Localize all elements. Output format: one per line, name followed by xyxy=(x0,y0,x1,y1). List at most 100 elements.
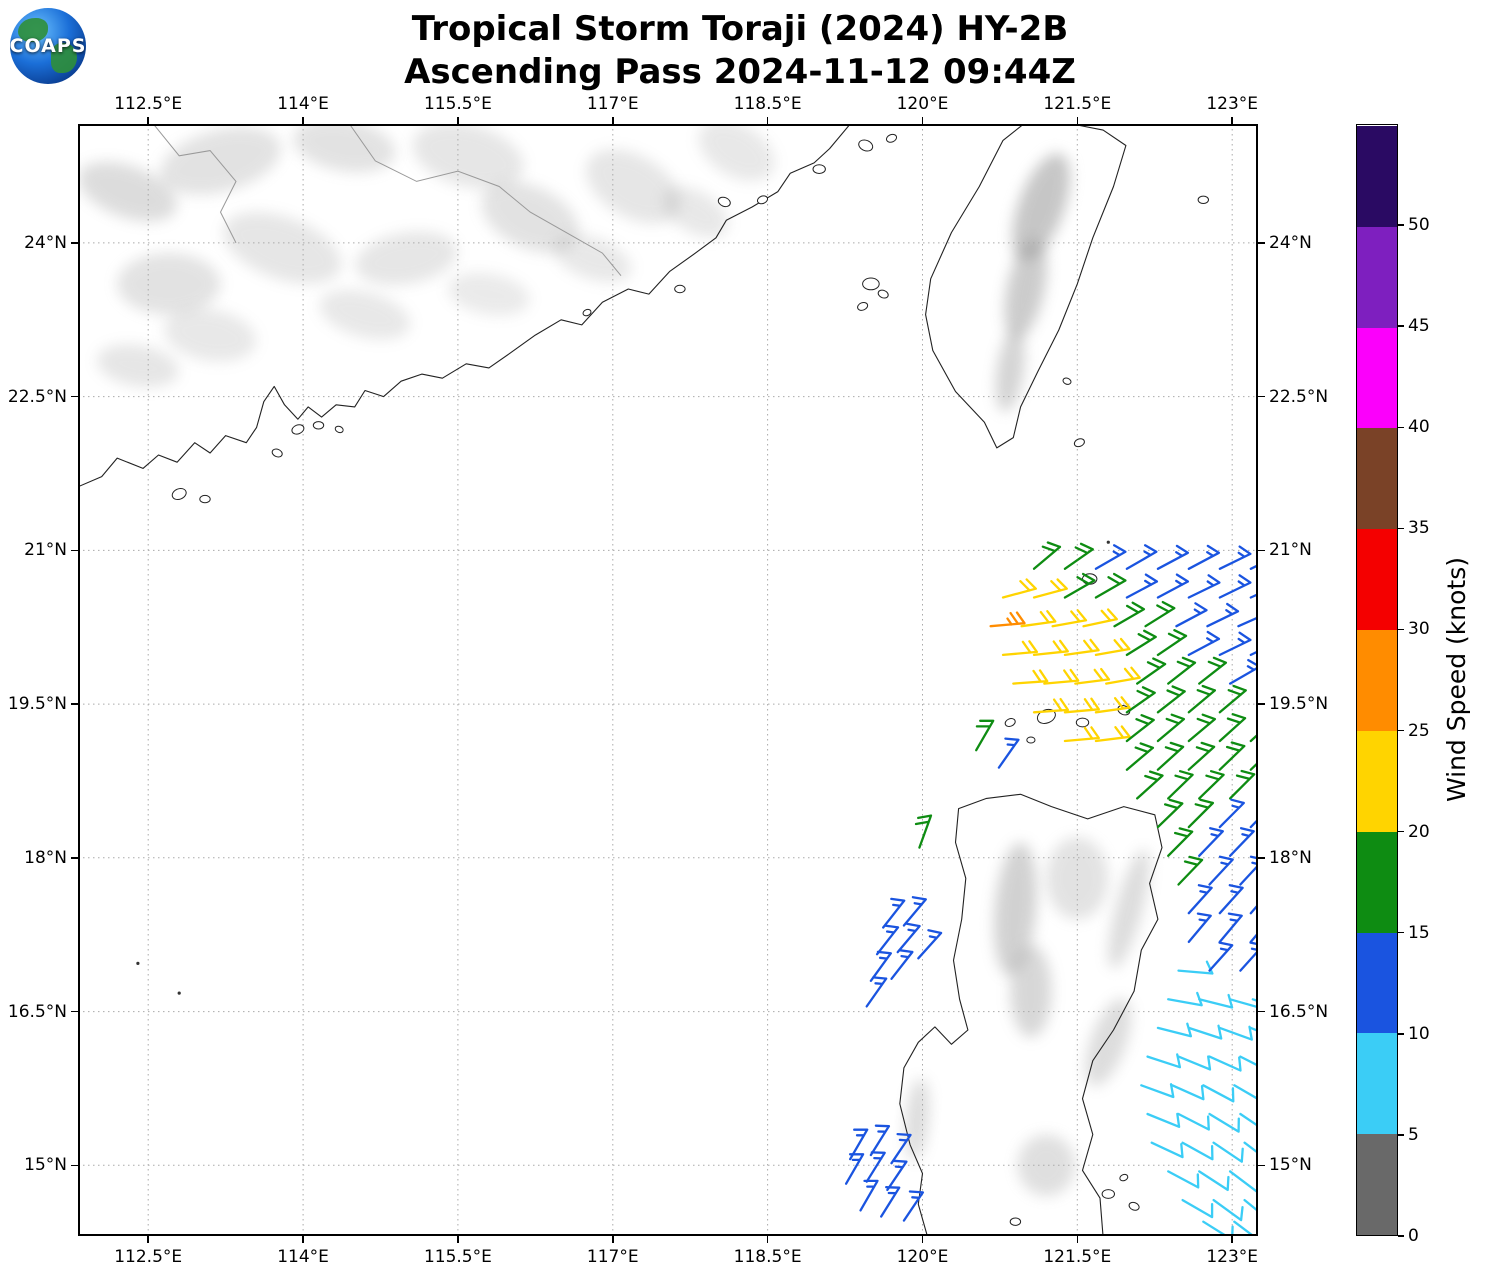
x-tick-mark xyxy=(612,117,614,124)
wind-barb xyxy=(1218,631,1252,657)
wind-barb xyxy=(865,1151,886,1183)
y-tick-label-left: 22.5°N xyxy=(7,386,67,407)
wind-barb xyxy=(1125,714,1155,743)
wind-barb xyxy=(1233,1220,1256,1236)
x-tick-label-bottom: 123°E xyxy=(1206,1247,1259,1264)
y-tick-mark xyxy=(1258,242,1265,244)
wind-barb xyxy=(886,1159,908,1192)
colorbar-tick-mark xyxy=(1398,1235,1404,1237)
x-tick-label-bottom: 115.5°E xyxy=(423,1247,492,1264)
y-tick-mark xyxy=(1258,395,1265,398)
colorbar-axis-label-wrap: Wind Speed (knots) xyxy=(1432,124,1480,1236)
small-island xyxy=(1101,1189,1116,1199)
wind-barb xyxy=(1198,827,1224,857)
y-tick-mark xyxy=(1258,1164,1265,1167)
wind-barb xyxy=(1208,1055,1242,1072)
small-island xyxy=(171,487,187,501)
terrain-shading xyxy=(1017,1134,1076,1196)
small-island xyxy=(582,308,592,317)
wind-barb xyxy=(1187,912,1212,944)
wind-barb xyxy=(1012,669,1049,685)
x-tick-mark xyxy=(921,117,924,124)
x-tick-label-bottom: 117°E xyxy=(586,1247,639,1264)
x-tick-mark xyxy=(1076,1236,1079,1243)
wind-barb xyxy=(902,1190,925,1222)
y-tick-label-right: 19.5°N xyxy=(1269,694,1329,715)
wind-barb xyxy=(1175,602,1208,628)
wind-barb xyxy=(1208,1112,1240,1133)
wind-barb xyxy=(1249,717,1258,743)
wind-barb xyxy=(1032,578,1068,599)
colorbar-tick-mark xyxy=(1398,527,1404,530)
small-island xyxy=(862,277,880,291)
y-tick-label-left: 18°N xyxy=(24,847,67,868)
small-island xyxy=(1026,736,1036,744)
wind-barb xyxy=(1156,713,1186,743)
colorbar-tick-label: 40 xyxy=(1408,417,1430,438)
terrain-shading xyxy=(97,344,179,388)
wind-barb xyxy=(1218,912,1243,944)
wind-barb xyxy=(1187,798,1215,829)
y-tick-mark xyxy=(1258,1010,1265,1013)
y-tick-label-right: 16.5°N xyxy=(1269,1001,1329,1022)
wind-barb xyxy=(1237,603,1258,628)
wind-barb xyxy=(1187,544,1221,570)
colorbar-tick-mark xyxy=(1398,1134,1404,1136)
x-tick-label-top: 123°E xyxy=(1206,94,1259,114)
terrain-shading xyxy=(905,1078,930,1161)
x-tick-mark xyxy=(1231,117,1233,124)
wind-barb xyxy=(1032,697,1070,714)
wind-barb xyxy=(1218,741,1246,771)
wind-barb xyxy=(1249,903,1258,915)
wind-barb xyxy=(1208,941,1234,972)
terrain-shading xyxy=(1012,153,1070,261)
x-tick-mark xyxy=(766,117,769,124)
wind-barb xyxy=(1125,686,1156,714)
terrain-shading xyxy=(1004,238,1047,340)
colorbar-tick-label: 35 xyxy=(1408,518,1430,539)
colorbar-tick-mark xyxy=(1398,325,1404,327)
wind-barb xyxy=(1228,827,1255,857)
wind-barb xyxy=(1218,884,1244,915)
x-tick-mark xyxy=(147,117,149,124)
small-island xyxy=(877,289,889,299)
terrain-shading xyxy=(995,330,1025,412)
colorbar-tick-mark xyxy=(1398,830,1404,833)
wind-barb xyxy=(896,922,921,954)
small-island xyxy=(312,421,325,430)
x-tick-mark xyxy=(457,117,459,124)
terrain-shading xyxy=(117,253,221,315)
colorbar-segment xyxy=(1357,831,1397,933)
colorbar-tick-label: 45 xyxy=(1408,316,1430,337)
terrain-shading xyxy=(355,231,458,286)
colorbar-tick-mark xyxy=(1398,426,1404,429)
wind-barb xyxy=(1198,1170,1230,1192)
wind-barb xyxy=(1094,572,1127,599)
terrain-shading xyxy=(1085,998,1132,1087)
x-tick-mark xyxy=(147,1236,149,1243)
wind-barb xyxy=(1136,770,1164,800)
wind-barb xyxy=(1239,1112,1258,1128)
wind-barb xyxy=(1094,544,1127,570)
colorbar-tick-mark xyxy=(1398,1033,1404,1035)
small-island xyxy=(1119,1173,1129,1182)
y-tick-label-left: 16.5°N xyxy=(7,1001,67,1022)
colorbar-tick-label: 0 xyxy=(1408,1226,1419,1246)
wind-barb xyxy=(1171,1084,1205,1101)
map-canvas xyxy=(78,124,1258,1236)
wind-barb xyxy=(1177,960,1214,975)
colorbar-tick-mark xyxy=(1398,628,1404,631)
colorbar-segment xyxy=(1357,932,1397,1034)
y-tick-mark xyxy=(71,549,78,552)
wind-barb xyxy=(1113,601,1146,628)
wind-barb xyxy=(875,924,900,956)
y-tick-mark xyxy=(1258,857,1265,859)
colorbar-axis-label: Wind Speed (knots) xyxy=(1441,557,1471,803)
x-tick-label-top: 115.5°E xyxy=(423,94,492,114)
wind-barb xyxy=(1218,684,1247,714)
map-frame xyxy=(78,124,1258,1236)
wind-barb xyxy=(869,950,892,982)
wind-barb xyxy=(1202,1220,1234,1236)
y-tick-mark xyxy=(71,1010,78,1013)
wind-barb xyxy=(1177,855,1204,886)
